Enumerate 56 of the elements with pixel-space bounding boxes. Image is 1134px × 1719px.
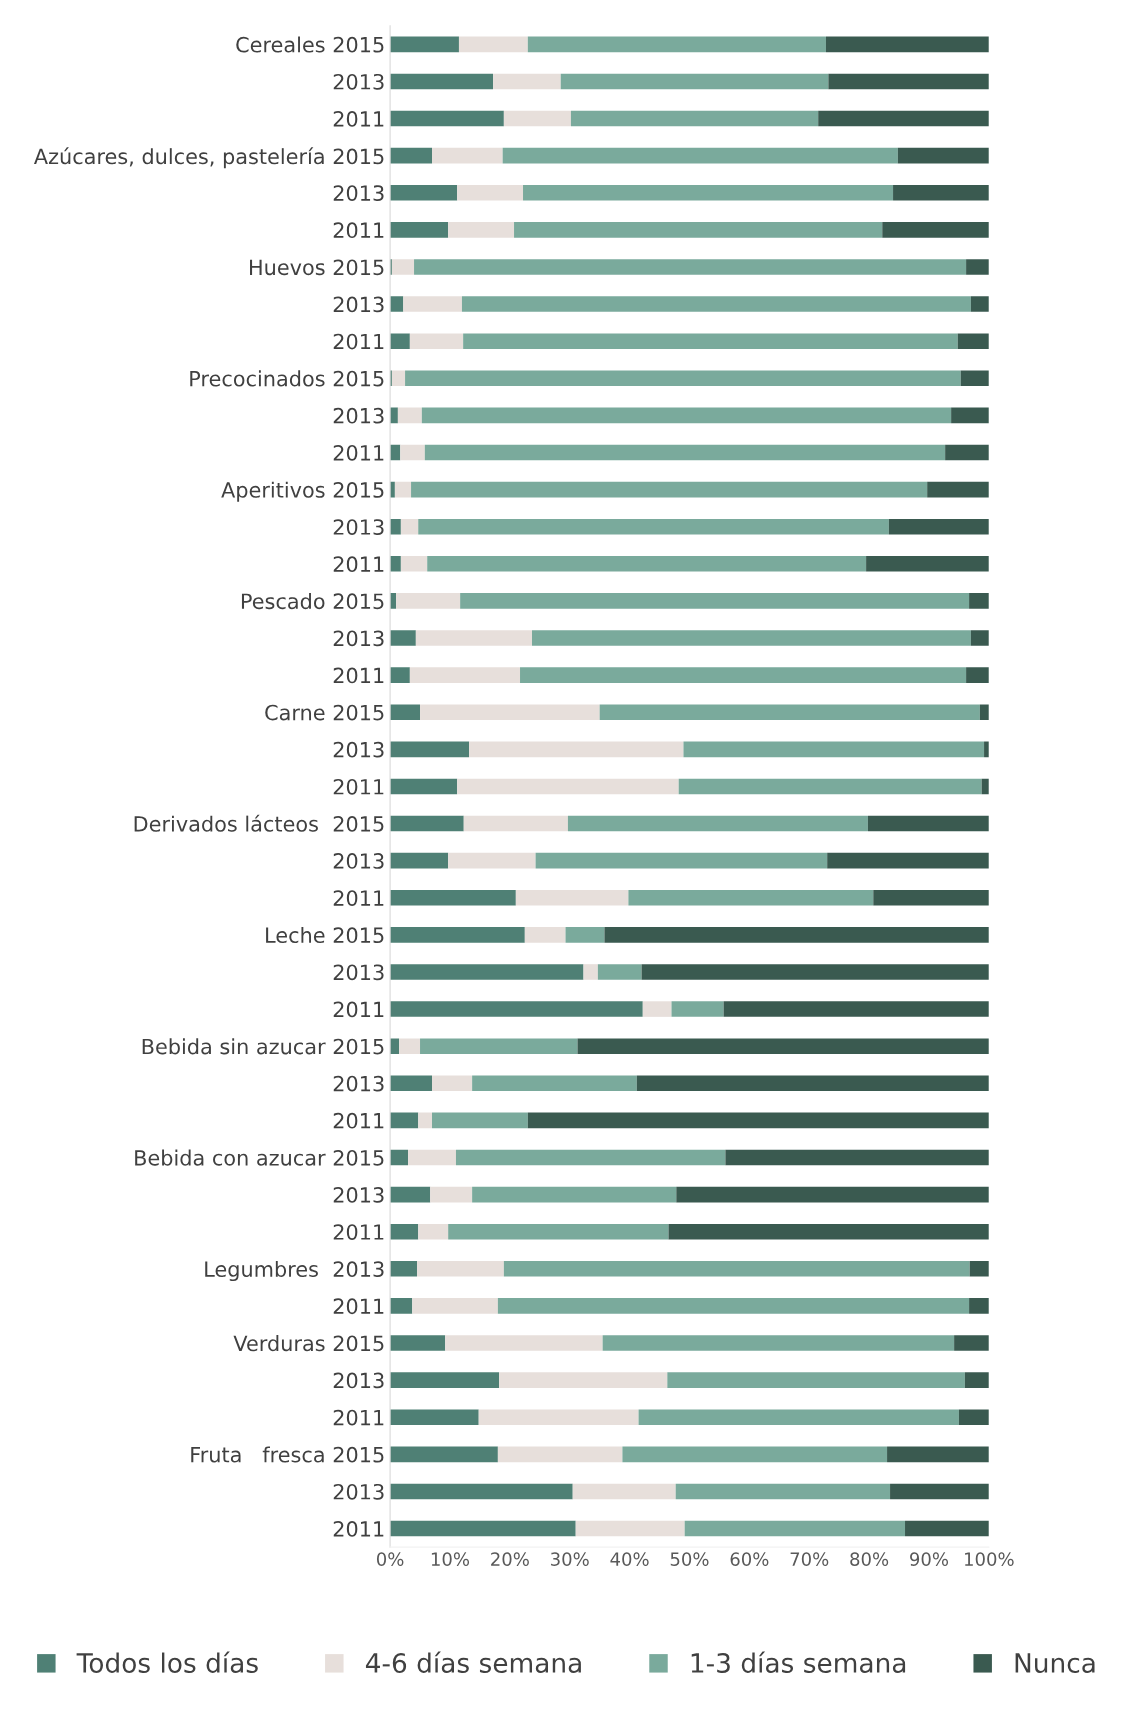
x-tick-label: 50% [670,1552,709,1566]
legend-label: 1-3 días semana [691,1651,906,1673]
x-tick-label: 70% [790,1552,829,1566]
y-tick-label: 2013 [333,296,384,313]
y-tick-label: 2011 [333,1112,384,1129]
y-tick-label: 2011 [333,1298,384,1315]
x-tick-label: 20% [491,1552,529,1566]
y-tick-label: Legumbres 2013 [205,1260,384,1282]
y-tick-label: 2011 [333,222,384,239]
y-tick-label: 2013 [333,1075,384,1092]
y-tick-label: 2013 [333,185,384,201]
y-tick-label: 2011 [333,1001,384,1018]
y-tick-label: 2013 [333,73,384,90]
y-tick-label: 2013 [333,407,384,424]
y-tick-label: 2011 [333,1409,384,1426]
y-tick-label: 2013 [333,853,384,869]
y-tick-label: Bebida sin azucar 2015 [142,1038,384,1055]
y-tick-label: 2011 [333,778,384,795]
x-tick-label: 90% [910,1552,949,1566]
y-tick-label: 2011 [333,444,384,461]
y-tick-label: Leche 2015 [266,926,384,944]
y-tick-label: Precocinados 2015 [190,370,384,387]
y-tick-label: 2013 [333,630,384,647]
x-tick-label: 30% [551,1552,589,1566]
y-tick-label: 2013 [333,1372,384,1389]
x-tick-label: 10% [431,1552,470,1566]
x-tick-label: 0% [376,1552,404,1566]
y-tick-label: 2011 [333,111,384,127]
y-tick-label: Derivados lácteos 2015 [134,814,384,832]
legend-label: 4-6 días semana [365,1651,581,1673]
y-tick-label: 2013 [333,741,384,758]
y-tick-label: Carne 2015 [265,704,384,721]
legend-label: Nunca [1015,1653,1095,1673]
y-tick-label: 2013 [333,964,384,981]
y-tick-label: Pescado 2015 [241,593,384,610]
x-tick-label: 60% [730,1552,769,1566]
y-tick-label: 2011 [333,890,384,906]
y-tick-label: Verduras 2015 [233,1335,384,1352]
y-tick-label: 2013 [333,1483,384,1500]
legend-label: Todos los días [76,1651,258,1673]
y-tick-label: Aperitivos 2015 [221,481,384,502]
y-tick-label: Huevos 2015 [250,259,384,276]
y-tick-label: Cereales 2015 [236,36,384,53]
y-tick-label: 2011 [333,667,384,684]
y-tick-label: 2011 [333,1224,384,1240]
y-tick-label: 2011 [333,556,384,573]
y-tick-label: 2013 [333,1187,384,1203]
y-tick-label: Fruta fresca 2015 [191,1446,384,1463]
y-tick-label: 2011 [333,333,384,350]
y-tick-label: 2011 [333,1521,384,1537]
y-tick-label: Bebida con azucar 2015 [135,1149,384,1166]
y-tick-label: 2013 [333,519,384,535]
x-tick-label: 100% [965,1552,1014,1566]
x-tick-label: 40% [610,1552,649,1566]
y-tick-label: Azúcares, dulces, pastelería 2015 [33,147,384,169]
x-tick-label: 80% [850,1552,889,1566]
